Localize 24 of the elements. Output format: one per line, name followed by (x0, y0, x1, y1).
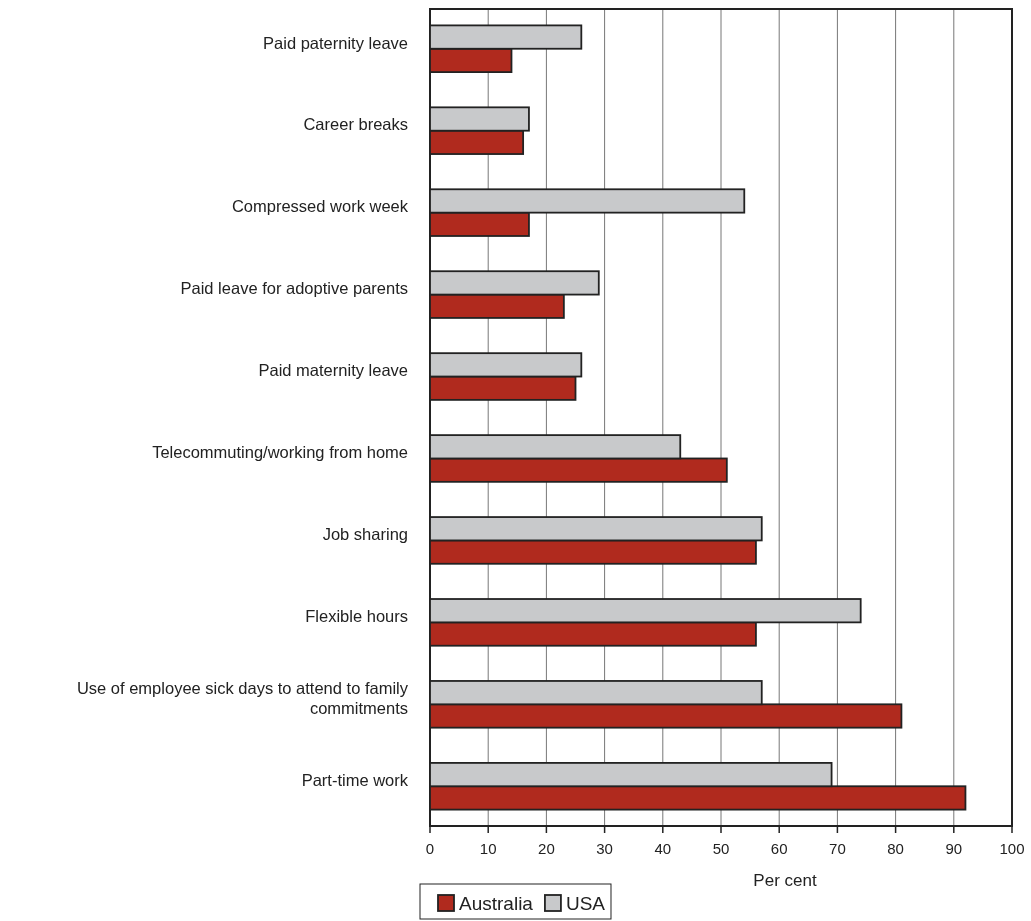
x-axis-title: Per cent (753, 871, 817, 890)
legend-label: Australia (459, 893, 534, 914)
y-tick-label: Use of employee sick days to attend to family commitments (76, 679, 409, 718)
x-tick-label: 100 (999, 840, 1025, 857)
x-tick-label: 0 (425, 840, 435, 857)
x-tick-label: 40 (654, 840, 672, 857)
y-tick-label: Flexible hours (305, 607, 408, 626)
legend-label: USA (565, 893, 606, 914)
x-tick-label: 60 (770, 840, 788, 857)
x-tick-label: 80 (887, 840, 904, 857)
x-tick-label: 90 (945, 840, 963, 857)
x-tick-label: 10 (479, 840, 497, 857)
y-tick-label: Part-time work (301, 771, 409, 790)
y-tick-label: Compressed work week (231, 197, 409, 216)
y-tick-label: Career breaks (303, 115, 408, 134)
x-tick-label: 70 (829, 840, 846, 857)
x-tick-label: 50 (712, 840, 730, 857)
x-tick-label: 30 (596, 840, 613, 857)
y-tick-label: Job sharing (322, 525, 408, 544)
x-tick-label: 20 (538, 840, 555, 857)
y-tick-label: Paid leave for adoptive parents (180, 279, 408, 298)
y-tick-label: Paid paternity leave (263, 33, 408, 52)
y-tick-label: Paid maternity leave (258, 361, 408, 380)
y-tick-label: Telecommuting/working from home (152, 443, 408, 462)
